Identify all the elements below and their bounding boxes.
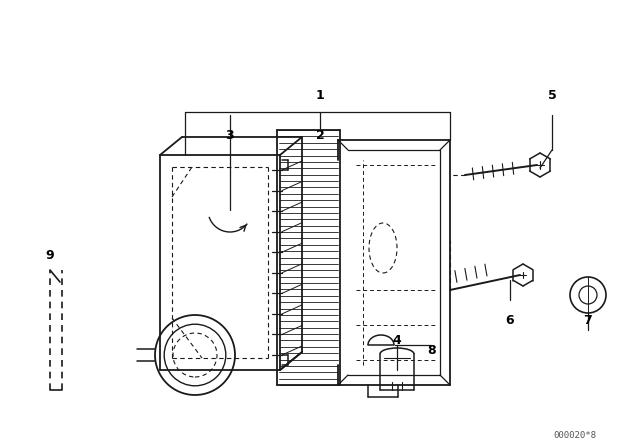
Text: 5: 5 [548,89,556,102]
Text: 4: 4 [392,333,401,346]
Text: 3: 3 [226,129,234,142]
Text: 7: 7 [584,314,593,327]
Text: 6: 6 [506,314,515,327]
Text: 000020*8: 000020*8 [554,431,596,439]
Text: 9: 9 [45,249,54,262]
Text: 2: 2 [316,129,324,142]
Text: 1: 1 [316,89,324,102]
Text: 8: 8 [428,344,436,357]
